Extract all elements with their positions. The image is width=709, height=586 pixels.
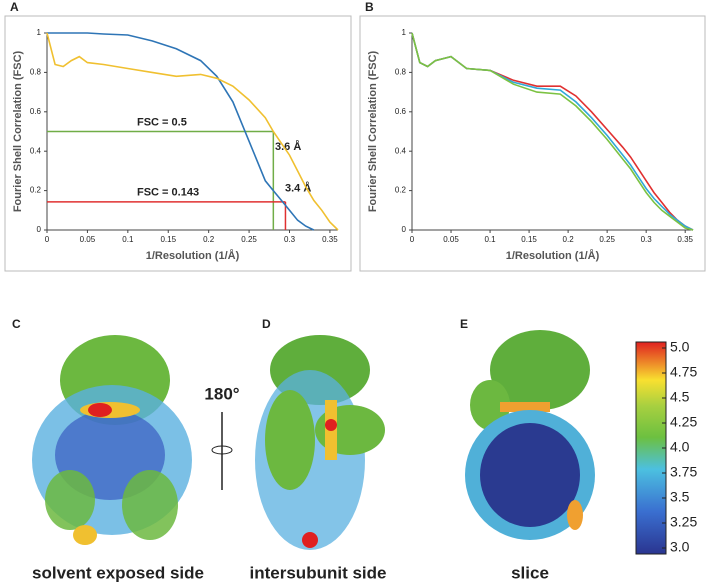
colorbar-label: 3.25 xyxy=(670,514,697,530)
x-tick-label: 0.05 xyxy=(80,235,96,244)
x-tick-label: 0 xyxy=(410,235,415,244)
panel-frame xyxy=(4,15,352,272)
resolution-label: 3.6 Å xyxy=(275,140,301,153)
fsc-curve xyxy=(411,32,694,231)
x-tick-label: 0.15 xyxy=(160,235,176,244)
y-tick-label: 0.2 xyxy=(30,186,42,195)
x-tick-label: 0.25 xyxy=(599,235,615,244)
x-tick-label: 0 xyxy=(45,235,50,244)
colorbar-label: 3.5 xyxy=(670,489,690,505)
map-intersubunit xyxy=(255,335,385,550)
y-tick-label: 0 xyxy=(402,225,407,234)
fsc-curve xyxy=(46,32,339,231)
panel-label: C xyxy=(12,317,21,331)
colorbar-label: 3.0 xyxy=(670,539,690,555)
x-tick-label: 0.1 xyxy=(122,235,134,244)
x-tick-label: 0.1 xyxy=(484,235,496,244)
y-tick-label: 1 xyxy=(37,28,42,37)
map-solvent xyxy=(32,335,192,545)
y-tick-label: 0.4 xyxy=(395,146,407,155)
panel-label: B xyxy=(365,0,374,14)
colorbar-label: 5.0 xyxy=(670,339,690,355)
x-tick-label: 0.3 xyxy=(284,235,296,244)
panel-caption: solvent exposed side xyxy=(32,563,204,582)
y-tick-label: 0.2 xyxy=(395,186,407,195)
threshold-label: FSC = 0.5 xyxy=(137,116,187,128)
x-tick-label: 0.35 xyxy=(322,235,338,244)
x-tick-label: 0.05 xyxy=(443,235,459,244)
panel-label: E xyxy=(460,317,468,331)
rotation-label: 180° xyxy=(204,384,239,403)
y-tick-label: 0.4 xyxy=(30,146,42,155)
rotation-arrow xyxy=(211,445,233,455)
x-tick-label: 0.2 xyxy=(563,235,575,244)
colorbar-label: 4.75 xyxy=(670,364,697,380)
y-tick-label: 0 xyxy=(37,225,42,234)
y-axis-label: Fourier Shell Correlation (FSC) xyxy=(367,50,379,212)
panel-label: A xyxy=(10,0,19,14)
y-tick-label: 0.8 xyxy=(395,68,407,77)
y-tick-label: 0.6 xyxy=(395,107,407,116)
colorbar xyxy=(635,341,667,555)
fsc-curve xyxy=(411,32,694,231)
panel-frame xyxy=(359,15,706,272)
colorbar-label: 4.25 xyxy=(670,414,697,430)
fsc-curve xyxy=(47,32,315,231)
x-tick-label: 0.35 xyxy=(677,235,693,244)
colorbar-label: 4.5 xyxy=(670,389,690,405)
x-tick-label: 0.15 xyxy=(521,235,537,244)
x-tick-label: 0.25 xyxy=(241,235,257,244)
y-axis-label: Fourier Shell Correlation (FSC) xyxy=(12,50,24,212)
panel-caption: intersubunit side xyxy=(250,563,387,582)
panel-label: D xyxy=(262,317,271,331)
y-tick-label: 1 xyxy=(402,28,407,37)
x-axis-label: 1/Resolution (1/Å) xyxy=(506,249,600,262)
colorbar-label: 4.0 xyxy=(670,439,690,455)
threshold-label: FSC = 0.143 xyxy=(137,187,199,199)
panel-caption: slice xyxy=(511,563,549,582)
x-tick-label: 0.2 xyxy=(203,235,215,244)
colorbar-label: 3.75 xyxy=(670,464,697,480)
fsc-curve xyxy=(411,32,694,231)
y-tick-label: 0.8 xyxy=(30,68,42,77)
x-tick-label: 0.3 xyxy=(641,235,653,244)
map-slice xyxy=(465,330,595,540)
y-tick-label: 0.6 xyxy=(30,107,42,116)
x-axis-label: 1/Resolution (1/Å) xyxy=(146,249,240,262)
